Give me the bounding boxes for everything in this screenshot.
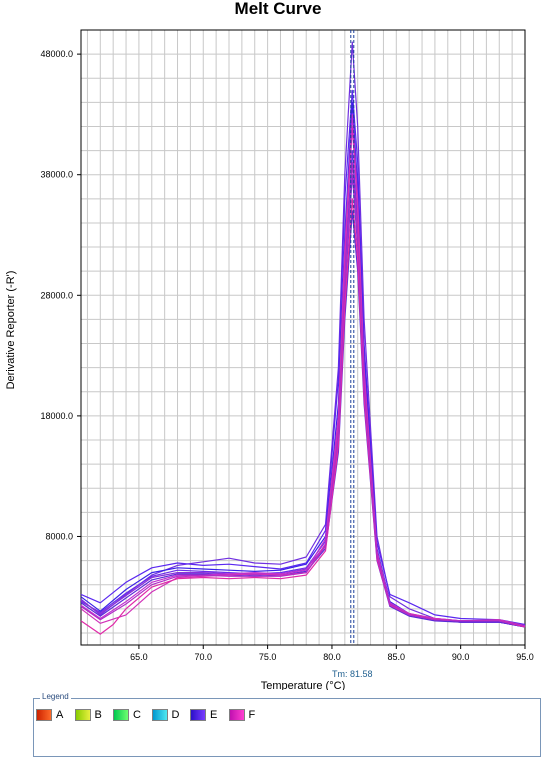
x-axis-label: Temperature (°C) [261, 680, 345, 690]
tm-label: Tm: 81.58 [332, 669, 373, 679]
x-tick-label: 80.0 [323, 652, 341, 662]
legend-title: Legend [40, 692, 71, 701]
legend-label: F [248, 709, 256, 721]
melt-curve-chart: Melt Curve Tm: 81.58 65.0 70.0 75.0 80.0 85.… [5, 0, 534, 690]
x-tick-label: 70.0 [194, 652, 212, 662]
y-tick-label: 8000.0 [45, 531, 73, 541]
legend-items: A B C D E F [36, 709, 267, 721]
chart-title: Melt Curve [235, 0, 322, 18]
legend-label: D [171, 709, 180, 721]
legend-swatch [228, 709, 245, 721]
series-line-4 [80, 150, 526, 628]
grid [81, 29, 525, 645]
legend-item-f[interactable]: F [228, 709, 268, 721]
y-tick-label: 18000.0 [40, 411, 73, 421]
plot-area-frame [80, 29, 526, 646]
series-line-6 [80, 210, 526, 628]
tm-marker: Tm: 81.58 [332, 30, 373, 679]
legend-item-e[interactable]: E [190, 709, 229, 721]
legend-label: A [56, 709, 64, 721]
y-tick-label: 38000.0 [40, 170, 73, 180]
y-axis-label: Derivative Reporter (-R') [5, 271, 17, 390]
y-tick-label: 48000.0 [40, 49, 73, 59]
legend-item-d[interactable]: D [151, 709, 191, 721]
x-tick-label: 95.0 [516, 652, 534, 662]
series-line-7 [80, 113, 526, 627]
legend-label: E [210, 709, 218, 721]
legend-swatch [74, 709, 91, 721]
series-line-1 [80, 41, 526, 627]
series-line-2 [80, 89, 526, 626]
legend-item-a[interactable]: A [36, 709, 75, 721]
series-line-3 [80, 101, 526, 628]
legend: Legend A B C D E F [33, 692, 541, 757]
x-tick-label: 75.0 [259, 652, 277, 662]
legend-swatch [36, 709, 52, 721]
legend-swatch [190, 709, 206, 721]
legend-label: B [94, 709, 102, 721]
series-layer [80, 41, 526, 635]
x-axis-ticks: 65.0 70.0 75.0 80.0 85.0 90.0 95.0 [130, 645, 534, 662]
legend-swatch [151, 709, 168, 721]
x-tick-label: 65.0 [130, 652, 148, 662]
y-tick-label: 28000.0 [40, 290, 73, 300]
legend-item-b[interactable]: B [74, 709, 114, 721]
x-tick-label: 85.0 [388, 652, 406, 662]
legend-swatch [113, 709, 129, 721]
series-line-5 [80, 174, 526, 628]
y-axis-ticks: 8000.0 18000.0 28000.0 38000.0 48000.0 [40, 49, 81, 541]
series-line-8 [80, 125, 526, 627]
legend-item-c[interactable]: C [113, 709, 152, 721]
x-tick-label: 90.0 [452, 652, 470, 662]
series-line-10 [80, 162, 526, 627]
legend-label: C [133, 709, 141, 721]
